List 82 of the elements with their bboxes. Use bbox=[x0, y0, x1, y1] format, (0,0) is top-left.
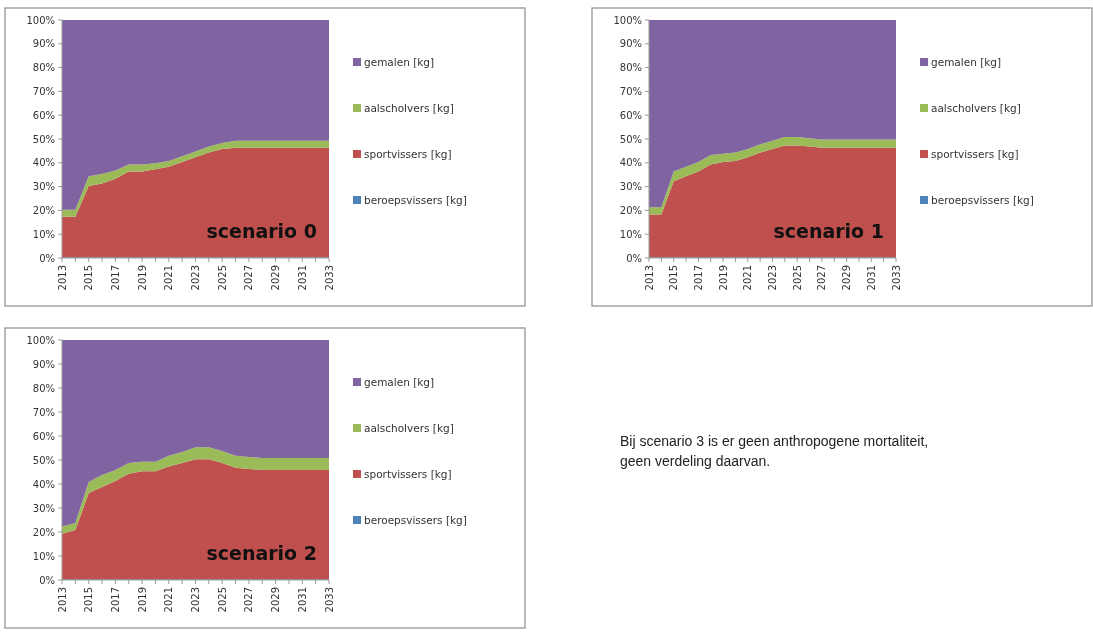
x-tick-label: 2015 bbox=[83, 587, 95, 613]
x-tick-label: 2033 bbox=[323, 587, 335, 613]
y-tick-label: 90% bbox=[32, 38, 55, 50]
x-tick-label: 2031 bbox=[865, 265, 877, 291]
x-tick-label: 2027 bbox=[243, 587, 255, 613]
y-tick-label: 20% bbox=[32, 204, 55, 216]
y-tick-label: 60% bbox=[619, 109, 642, 121]
y-tick-label: 40% bbox=[619, 157, 642, 169]
x-tick-label: 2023 bbox=[767, 265, 778, 291]
y-tick-label: 30% bbox=[32, 181, 55, 193]
y-tick-label: 40% bbox=[32, 478, 55, 490]
x-tick-label: 2025 bbox=[216, 265, 228, 291]
x-tick-label: 2017 bbox=[109, 265, 121, 291]
x-tick-label: 2019 bbox=[717, 265, 729, 291]
y-tick-label: 10% bbox=[619, 228, 642, 240]
y-tick-label: 70% bbox=[32, 406, 55, 418]
y-tick-label: 50% bbox=[32, 133, 55, 145]
y-tick-label: 100% bbox=[26, 334, 55, 346]
y-tick-label: 50% bbox=[32, 454, 55, 466]
legend-label: sportvissers [kg] bbox=[364, 147, 452, 160]
x-tick-label: 2031 bbox=[296, 587, 308, 613]
legend-label: beroepsvissers [kg] bbox=[364, 193, 467, 206]
x-tick-label: 2013 bbox=[643, 265, 655, 291]
y-tick-label: 30% bbox=[32, 502, 55, 514]
y-tick-label: 10% bbox=[32, 228, 55, 240]
x-tick-label: 2025 bbox=[216, 587, 228, 613]
x-tick-label: 2013 bbox=[56, 265, 68, 291]
legend-label: sportvissers [kg] bbox=[364, 467, 452, 480]
text: Bij scenario 3 is er geen anthropogene mortaliteit, geen verdeling daarvan. bbox=[620, 433, 929, 469]
x-tick-label: 2029 bbox=[841, 265, 853, 291]
y-tick-label: 0% bbox=[39, 574, 55, 586]
x-tick-label: 2021 bbox=[742, 265, 754, 291]
x-tick-label: 2021 bbox=[163, 587, 175, 613]
x-tick-label: 2025 bbox=[791, 265, 803, 291]
y-tick-label: 20% bbox=[32, 526, 55, 538]
x-tick-label: 2017 bbox=[692, 265, 704, 291]
x-tick-label: 2021 bbox=[163, 265, 175, 291]
annotation: scenario 0 bbox=[206, 220, 317, 242]
x-tick-label: 2019 bbox=[136, 265, 148, 291]
annotation: scenario 2 bbox=[206, 542, 317, 564]
legend-label: aalscholvers [kg] bbox=[364, 101, 454, 114]
legend-label: gemalen [kg] bbox=[931, 55, 1002, 68]
y-tick-label: 70% bbox=[32, 85, 55, 97]
x-tick-label: 2015 bbox=[668, 265, 680, 291]
x-tick-label: 2027 bbox=[243, 265, 255, 291]
legend-label: aalscholvers [kg] bbox=[364, 421, 454, 434]
y-tick-label: 50% bbox=[619, 133, 642, 145]
legend-label: sportvissers [kg] bbox=[931, 147, 1019, 160]
x-tick-label: 2023 bbox=[190, 587, 201, 613]
x-tick-label: 2029 bbox=[270, 587, 282, 613]
x-tick-label: 2031 bbox=[296, 265, 308, 291]
y-tick-label: 0% bbox=[626, 252, 642, 264]
x-tick-label: 2033 bbox=[890, 265, 902, 291]
x-tick-label: 2029 bbox=[270, 265, 282, 291]
y-tick-label: 60% bbox=[32, 109, 55, 121]
legend-label: beroepsvissers [kg] bbox=[364, 513, 467, 526]
x-tick-label: 2023 bbox=[190, 265, 201, 291]
y-tick-label: 100% bbox=[613, 14, 642, 26]
x-tick-label: 2019 bbox=[136, 587, 148, 613]
y-tick-label: 30% bbox=[619, 181, 642, 193]
legend-label: gemalen [kg] bbox=[364, 55, 435, 68]
legend-label: aalscholvers [kg] bbox=[931, 101, 1021, 114]
y-tick-label: 0% bbox=[39, 252, 55, 264]
legend-label: gemalen [kg] bbox=[364, 375, 435, 388]
x-tick-label: 2027 bbox=[816, 265, 828, 291]
x-tick-label: 2017 bbox=[109, 587, 121, 613]
x-tick-label: 2013 bbox=[56, 587, 68, 613]
y-tick-label: 80% bbox=[32, 62, 55, 74]
y-tick-label: 80% bbox=[619, 62, 642, 74]
x-tick-label: 2033 bbox=[323, 265, 335, 291]
y-tick-label: 20% bbox=[619, 204, 642, 216]
y-tick-label: 60% bbox=[32, 430, 55, 442]
y-tick-label: 70% bbox=[619, 85, 642, 97]
annotation: scenario 1 bbox=[773, 220, 884, 242]
y-tick-label: 100% bbox=[26, 14, 55, 26]
y-tick-label: 10% bbox=[32, 550, 55, 562]
y-tick-label: 40% bbox=[32, 157, 55, 169]
x-tick-label: 2015 bbox=[83, 265, 95, 291]
y-tick-label: 90% bbox=[619, 38, 642, 50]
y-tick-label: 80% bbox=[32, 382, 55, 394]
legend-label: beroepsvissers [kg] bbox=[931, 193, 1034, 206]
y-tick-label: 90% bbox=[32, 358, 55, 370]
